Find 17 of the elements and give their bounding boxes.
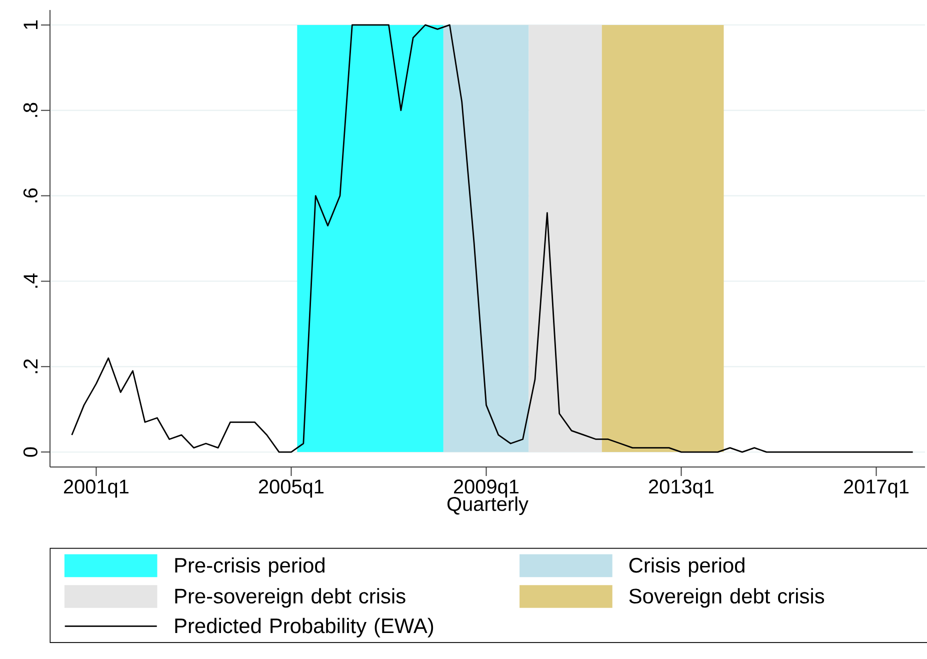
legend-label: Sovereign debt crisis: [629, 588, 824, 608]
y-tick-label: 1: [24, 20, 38, 29]
legend-label: Predicted Probability (EWA): [175, 618, 434, 638]
y-tick-label: .2: [24, 359, 38, 374]
x-tick-label: 2005q1: [258, 480, 324, 498]
x-tick-label: 2001q1: [64, 480, 128, 498]
x-tick-label: 2009q1: [454, 480, 518, 498]
y-tick-label: 0: [23, 447, 38, 457]
legend-label: Pre-crisis period: [175, 557, 324, 577]
legend-label: Pre-sovereign debt crisis: [175, 588, 406, 608]
x-tick-label: 2017q1: [844, 480, 909, 498]
x-axis-title: Quarterly: [447, 496, 528, 515]
y-tick-label: .6: [23, 188, 38, 202]
x-tick-label: 2013q1: [649, 480, 714, 498]
y-tick-label: .4: [24, 273, 38, 288]
legend-label: Crisis period: [629, 557, 744, 577]
y-tick-label: .8: [23, 102, 38, 117]
